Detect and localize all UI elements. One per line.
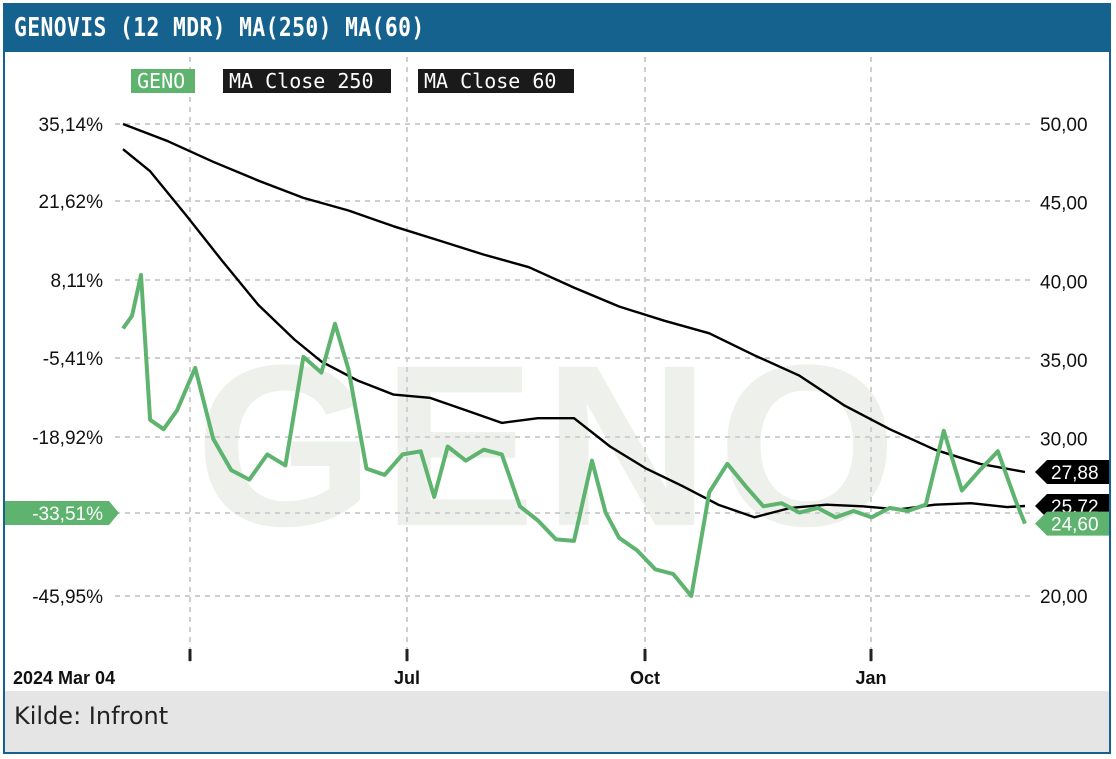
price-pct-flag: -33,51% <box>5 501 119 525</box>
y-right-tick-label: 20,00 <box>1040 587 1088 608</box>
legend-label: MA Close 60 <box>424 69 556 93</box>
y-right-tick-label: 45,00 <box>1040 194 1088 215</box>
y-right-tick-label: 50,00 <box>1040 115 1088 136</box>
legend-label: GENO <box>137 69 185 93</box>
price-flag: 24,60 <box>1035 511 1109 536</box>
y-right-tick-label: 35,00 <box>1040 351 1088 372</box>
y-left-tick-label: -18,92% <box>32 428 103 449</box>
x-tick-label: 2024 Mar 04 <box>13 668 115 688</box>
y-right-tick-label: 40,00 <box>1040 272 1088 293</box>
x-tick-label: Jan <box>855 668 886 688</box>
legend-swatch <box>418 69 574 93</box>
chart-legend: GENO MA Close 250 MA Close 60 <box>131 69 574 93</box>
legend-swatch <box>131 69 195 93</box>
y-left-tick-label: -45,95% <box>32 587 103 608</box>
y-left-tick-label: 35,14% <box>39 115 104 136</box>
price-flag-shape <box>1035 511 1109 536</box>
price-pct-flag-shape <box>5 501 119 525</box>
ma250-flag: 27,88 <box>1035 460 1109 485</box>
y-left-tick-label: 21,62% <box>39 192 104 213</box>
x-tick-label: Jul <box>394 668 420 688</box>
x-tick-label: Oct <box>630 668 660 688</box>
legend-swatch <box>223 69 391 93</box>
grid-lines <box>115 57 1035 665</box>
line-chart: GENO 35,14% 21,62% 8,11% -5,41% -18,92% -45,9… <box>5 57 1109 688</box>
legend-label: MA Close 250 <box>229 69 374 93</box>
chart-header: GENOVIS (12 MDR) MA(250) MA(60) <box>5 5 1109 52</box>
chart-title: GENOVIS (12 MDR) MA(250) MA(60) <box>14 13 425 43</box>
price-flag-label: 24,60 <box>1051 515 1099 536</box>
axis-labels: 35,14% 21,62% 8,11% -5,41% -18,92% -45,95% 50,… <box>13 115 1088 688</box>
y-right-tick-label: 30,00 <box>1040 430 1088 451</box>
price-line <box>121 273 1027 598</box>
ma250-line <box>122 122 1026 474</box>
chart-frame: GENOVIS (12 MDR) MA(250) MA(60) GENO 35,… <box>3 3 1111 754</box>
y-left-tick-label: -5,41% <box>43 349 103 370</box>
y-left-tick-label: 8,11% <box>51 271 104 292</box>
price-pct-flag-label: -33,51% <box>32 504 103 525</box>
ma250-flag-label: 27,88 <box>1051 463 1099 484</box>
footer-bar: Kilde: Infront <box>5 691 1109 752</box>
series-lines <box>121 122 1027 598</box>
ma250-flag-shape <box>1035 460 1109 485</box>
source-label: Kilde: Infront <box>14 702 169 730</box>
